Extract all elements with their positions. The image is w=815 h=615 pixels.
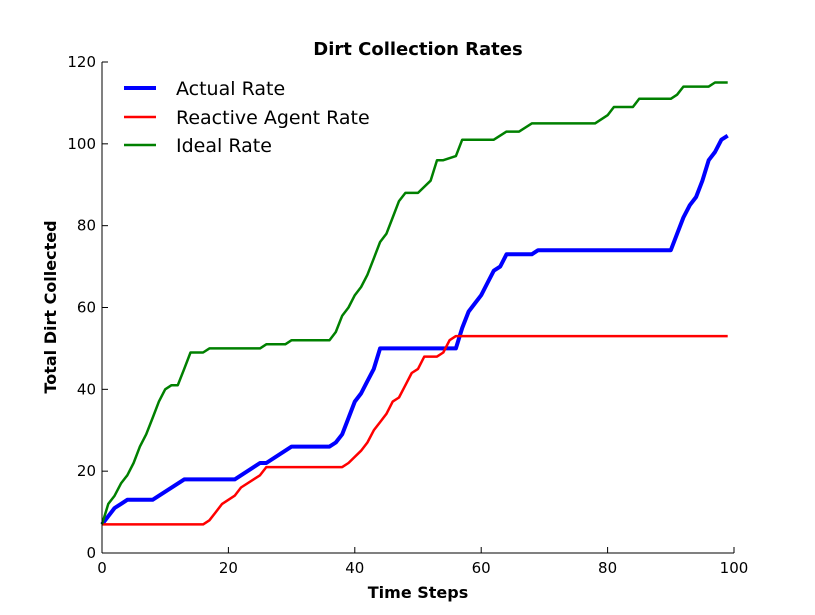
x-tick-label: 40 [345,559,364,577]
y-tick-label: 40 [77,380,96,398]
legend-label: Actual Rate [176,78,285,100]
y-tick-label: 100 [67,135,96,153]
x-tick-label: 80 [598,559,617,577]
y-tick-label: 120 [67,53,96,71]
x-tick-label: 0 [97,559,107,577]
series-layer [100,81,729,526]
x-tick-label: 100 [720,559,749,577]
x-ticks: 0 20 40 60 80 100 [97,547,748,577]
y-tick-label: 80 [77,217,96,235]
y-ticks: 0 20 40 60 80 100 120 [67,53,108,562]
series-line-reactive-agent-rate [102,334,728,526]
x-tick-label: 60 [472,559,491,577]
legend-label: Reactive Agent Rate [176,107,370,129]
y-axis-title: Total Dirt Collected [41,220,60,393]
plot-area: 0 20 40 60 80 100 0 20 40 60 80 100 120 [67,53,748,577]
y-tick-label: 0 [86,544,96,562]
y-tick-label: 20 [77,462,96,480]
chart-title: Dirt Collection Rates [313,39,522,60]
series-line-actual-rate [100,134,729,526]
y-tick-label: 60 [77,299,96,317]
legend-label: Ideal Rate [176,135,272,157]
series-line-ideal-rate [100,81,728,525]
legend: Actual Rate Reactive Agent Rate Ideal Rate [124,78,370,157]
x-tick-label: 20 [219,559,238,577]
x-axis-title: Time Steps [368,583,469,602]
